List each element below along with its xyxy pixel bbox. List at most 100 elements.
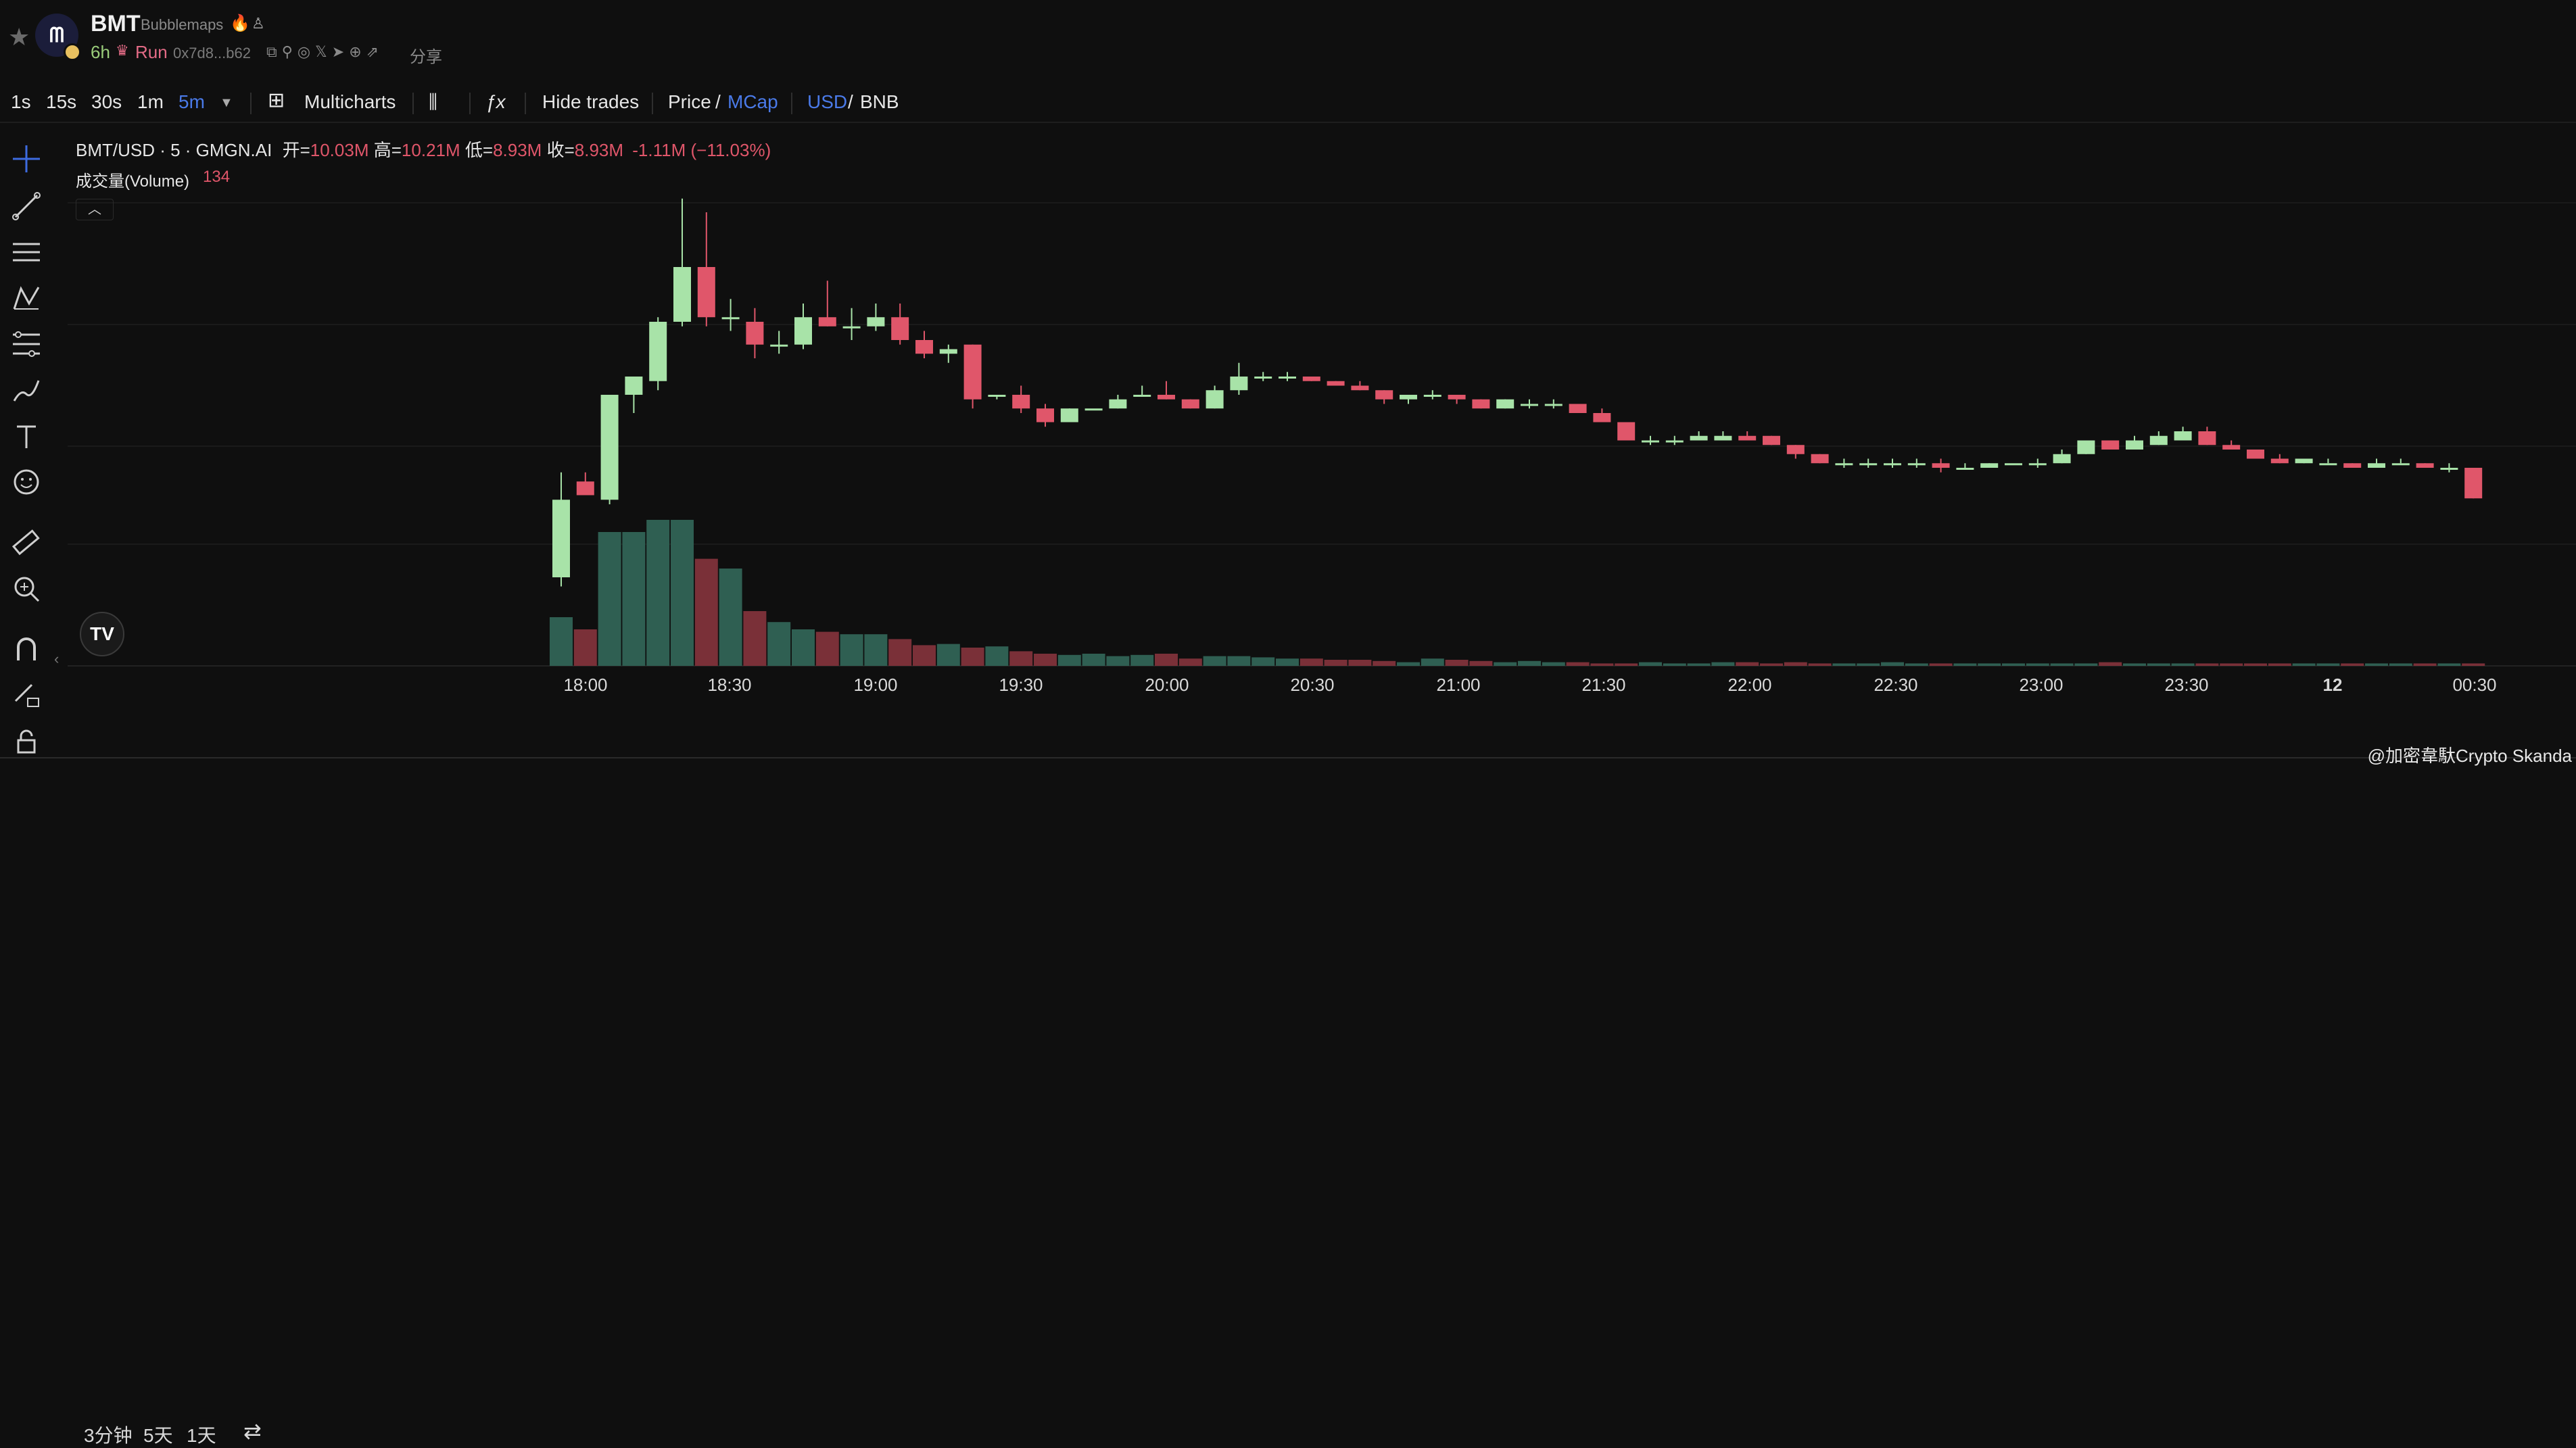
candle-body: [2416, 463, 2434, 468]
volume-bar: [2268, 663, 2291, 666]
price-chart[interactable]: 18:00 18:30 19:00 19:30 20:00 20:30 21:00 21:30…: [0, 0, 2576, 771]
search-icon[interactable]: ⚲: [281, 43, 297, 60]
dev-icon: ♙: [252, 15, 265, 32]
close-value: 8.93M: [574, 140, 624, 160]
volume-bar: [1518, 660, 1541, 666]
volume-bar: [1469, 660, 1493, 666]
run-icon: ♛: [116, 42, 129, 59]
telegram-icon[interactable]: ➤: [331, 43, 350, 60]
mcap-toggle[interactable]: MCap: [728, 91, 778, 112]
volume-bar: [1397, 662, 1420, 666]
social-links[interactable]: ⧉⚲◎𝕏➤⊕⇗: [266, 43, 383, 61]
candle-body: [1714, 435, 1732, 441]
interval-1m[interactable]: 1m: [137, 91, 164, 112]
volume-bar: [1203, 656, 1226, 666]
indicators-icon[interactable]: ƒx: [485, 91, 506, 112]
candle-body: [2222, 445, 2241, 450]
interval-15s[interactable]: 15s: [46, 91, 77, 112]
x-tick-label: 21:30: [1581, 675, 1625, 695]
tag-icon[interactable]: ◎: [297, 43, 316, 60]
volume-bar: [2292, 663, 2316, 666]
candle-body: [1012, 395, 1030, 409]
candle-body: [2368, 463, 2385, 468]
volume-bar: [2413, 663, 2437, 666]
candle-body: [2319, 463, 2337, 466]
token-name: Bubblemaps: [141, 16, 224, 33]
candle-body: [1496, 399, 1514, 409]
volume-bar: [2365, 663, 2388, 666]
volume-bar: [961, 648, 984, 666]
interval-5m[interactable]: 5m: [178, 91, 205, 112]
lock-draw-icon[interactable]: [9, 677, 43, 711]
candle-body: [1302, 377, 1320, 381]
watermark: @加密韋馱Crypto Skanda: [2367, 746, 2572, 766]
candle-body: [1544, 404, 1563, 406]
volume-bar: [864, 634, 888, 666]
multicharts-button[interactable]: Multicharts: [304, 91, 396, 112]
zoom-icon[interactable]: [9, 572, 43, 606]
volume-bar: [2244, 663, 2267, 666]
candle-body: [1327, 381, 1345, 386]
volume-bar: [1130, 654, 1154, 666]
candle-body: [794, 317, 812, 345]
emoji-icon[interactable]: [9, 465, 43, 499]
magnet-icon[interactable]: [9, 631, 43, 665]
bnb-toggle[interactable]: BNB: [860, 91, 899, 112]
candle-body: [1375, 390, 1393, 400]
horizontal-lines-icon[interactable]: [9, 235, 43, 269]
candle-body: [963, 344, 982, 400]
interval-dropdown-icon[interactable]: ▼: [220, 95, 233, 110]
volume-bar: [2050, 663, 2074, 666]
candle-body: [1206, 390, 1224, 409]
candle-body: [867, 317, 885, 327]
run-label: Run: [135, 42, 168, 62]
usd-toggle[interactable]: USD: [807, 91, 848, 112]
add-chart-icon[interactable]: ⊞: [268, 89, 285, 112]
tradingview-logo[interactable]: TV: [80, 612, 124, 656]
collapse-legend-button[interactable]: ︿: [76, 199, 114, 220]
crosshair-icon[interactable]: [9, 142, 43, 176]
range-3min[interactable]: 3分钟: [84, 1425, 133, 1446]
candle-body: [552, 500, 570, 577]
candle-body: [2126, 440, 2143, 450]
hide-trades-button[interactable]: Hide trades: [542, 91, 640, 112]
volume-bar: [1857, 663, 1880, 666]
star-icon[interactable]: ★: [8, 23, 30, 51]
copy-icon[interactable]: ⧉: [266, 43, 282, 60]
contract-address[interactable]: 0x7d8...b62: [173, 45, 251, 62]
trend-line-icon[interactable]: [9, 189, 43, 223]
candle-body: [939, 349, 957, 354]
volume-bar: [2341, 663, 2364, 666]
volume-bar: [1034, 654, 1057, 666]
interval-30s[interactable]: 30s: [91, 91, 122, 112]
brush-icon[interactable]: [9, 373, 43, 407]
candle-body: [1423, 395, 1441, 397]
candle-body: [2464, 468, 2483, 499]
globe-icon[interactable]: ⊕: [349, 43, 366, 60]
candle-body: [1690, 435, 1708, 441]
pattern-icon[interactable]: [9, 281, 43, 315]
ruler-icon[interactable]: [9, 526, 43, 560]
volume-bar: [2437, 663, 2461, 666]
legend-title: BMT/USD · 5 · GMGN.AI: [76, 140, 272, 160]
volume-bar: [2147, 663, 2170, 666]
x-tick-label: 23:00: [2019, 675, 2063, 695]
price-toggle[interactable]: Price: [668, 91, 711, 112]
range-5d[interactable]: 5天: [143, 1425, 173, 1446]
interval-1s[interactable]: 1s: [11, 91, 31, 112]
token-logo: ᗰ: [35, 14, 81, 61]
goto-date-icon[interactable]: ⇄: [243, 1419, 262, 1443]
range-1d[interactable]: 1天: [187, 1425, 216, 1446]
candle-body: [1109, 399, 1127, 409]
expand-toolbar-icon[interactable]: ‹: [54, 650, 59, 667]
share-button[interactable]: 分享: [410, 48, 442, 66]
x-tick-label: 23:30: [2164, 675, 2208, 695]
x-icon[interactable]: 𝕏: [315, 43, 332, 60]
candle-type-icon[interactable]: ⫼: [429, 91, 437, 112]
lock-icon[interactable]: [9, 723, 43, 757]
fib-icon[interactable]: [9, 327, 43, 361]
external-link-icon[interactable]: ⇗: [366, 43, 384, 60]
volume-bar: [2195, 663, 2219, 666]
chart-toolbar: 1s 15s 30s 1m 5m ▼ ⊞ Multicharts ⫼ ƒx Hi…: [0, 85, 2576, 121]
text-icon[interactable]: [9, 419, 43, 453]
